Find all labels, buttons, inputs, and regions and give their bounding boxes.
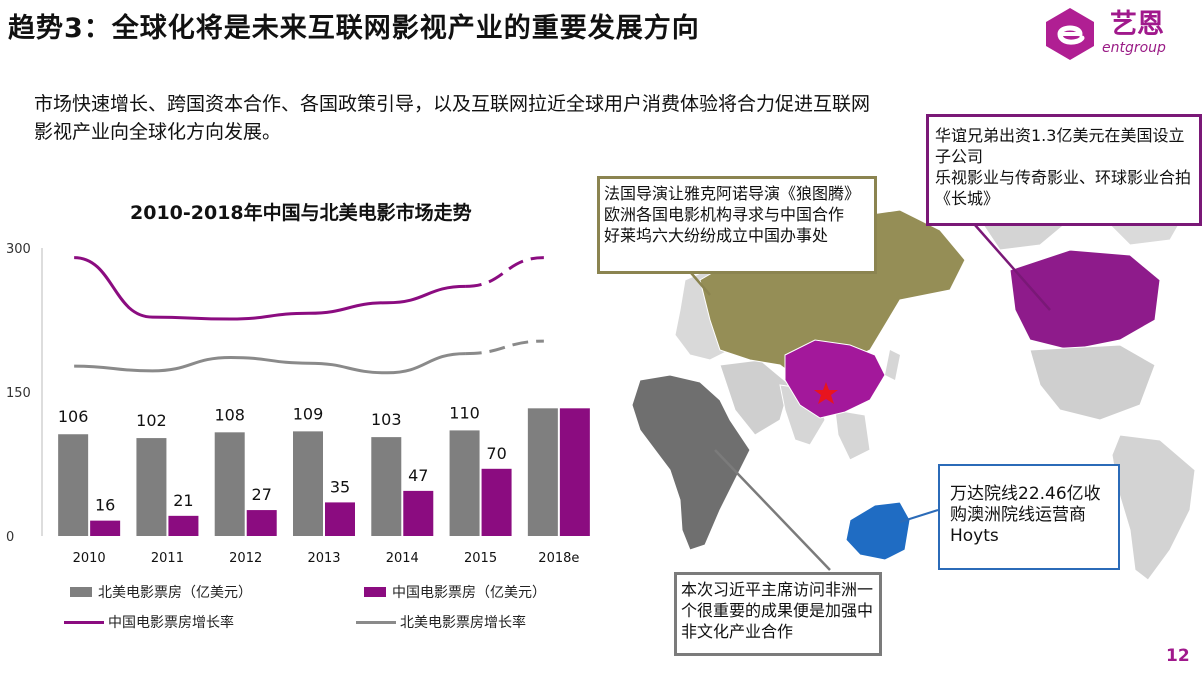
callout-connector-gray	[714, 449, 831, 571]
logo-subtitle: entgroup	[1102, 40, 1166, 56]
bar-north-america	[371, 437, 402, 536]
data-label: 27	[252, 485, 272, 504]
data-label: 108	[214, 405, 245, 424]
callout-connector-blue	[899, 509, 939, 523]
x-tick-label: 2014	[386, 551, 419, 566]
star-icon	[814, 382, 838, 404]
legend-swatch	[364, 587, 386, 597]
north-america-growth-line	[74, 352, 466, 375]
callout-line: 欧洲各国电影机构寻求与中国合作	[604, 205, 845, 224]
legend-china-box-office: 中国电影票房（亿美元）	[364, 582, 546, 602]
callout-line: 乐视影业与传奇影业、环球影业合拍《长城》	[935, 168, 1192, 208]
x-tick-label: 2010	[73, 551, 106, 566]
callout-africa: 本次习近平主席访问非洲一个很重要的成果便是加强中非文化产业合作	[674, 572, 882, 656]
y-tick-label: 150	[6, 386, 31, 401]
page-number: 12	[1166, 646, 1190, 666]
bar-north-america	[293, 431, 323, 536]
data-label: 106	[58, 407, 89, 426]
bar-north-america	[58, 434, 89, 536]
south-america-region	[1111, 434, 1196, 581]
data-label: 35	[330, 477, 350, 496]
bar-north-america	[449, 430, 480, 536]
north-america-growth-line-forecast	[465, 339, 544, 356]
legend-north-america-box-office: 北美电影票房（亿美元）	[70, 582, 252, 602]
bar-china	[90, 520, 121, 536]
china-region	[784, 339, 886, 419]
australia-region	[845, 501, 911, 561]
southeast-asia-region	[834, 409, 871, 461]
callout-connector-purple	[974, 224, 1051, 311]
callout-line: 万达院线22.46亿收购澳洲院线运营商Hoyts	[950, 484, 1101, 546]
intro-text: 市场快速增长、跨国资本合作、各国政策引导，以及互联网拉近全球用户消费体验将合力促…	[34, 93, 871, 143]
callout-line: 好莱坞六大纷纷成立中国办事处	[604, 226, 829, 245]
logo: 艺恩 entgroup	[1040, 4, 1200, 60]
japan-region	[885, 350, 900, 380]
bar-china	[559, 408, 590, 536]
legend-label: 中国电影票房增长率	[108, 615, 234, 631]
legend-north-america-growth: 北美电影票房增长率	[356, 612, 526, 632]
market-trend-chart: 300 150 0 106 102 108 109 103 110 16 21 27 35 47 70 201…	[6, 242, 590, 566]
bar-china	[481, 468, 512, 536]
y-tick-label: 0	[6, 530, 14, 545]
y-tick-label: 300	[6, 242, 31, 257]
x-tick-label: 2015	[464, 551, 497, 566]
china-growth-line	[74, 256, 466, 321]
callout-line: 法国导演让雅克阿诺导演《狼图腾》	[604, 184, 861, 203]
callout-north-america: 华谊兄弟出资1.3亿美元在美国设立子公司 乐视影业与传奇影业、环球影业合拍《长城…	[926, 114, 1202, 226]
canada-region	[1009, 249, 1161, 351]
legend-label: 北美电影票房增长率	[400, 615, 526, 631]
x-tick-label: 2018e	[538, 551, 579, 566]
data-label: 21	[173, 491, 193, 510]
callout-line: 本次习近平主席访问非洲一个很重要的成果便是加强中非文化产业合作	[681, 580, 874, 641]
usa-region	[1029, 344, 1156, 421]
china-growth-line-forecast	[465, 256, 544, 288]
callout-line: 华谊兄弟出资1.3亿美元在美国设立子公司	[935, 126, 1185, 166]
legend-label: 中国电影票房（亿美元）	[392, 585, 546, 601]
logo-name: 艺恩	[1110, 9, 1164, 40]
bar-china	[246, 510, 277, 536]
data-label: 103	[371, 410, 402, 429]
page-title: 趋势3：全球化将是未来互联网影视产业的重要发展方向	[8, 13, 700, 44]
africa-region	[631, 374, 751, 551]
data-label: 102	[136, 411, 167, 430]
legend-swatch	[64, 620, 104, 624]
data-label: 47	[408, 466, 428, 485]
data-label: 110	[449, 403, 480, 422]
logo-icon	[1046, 8, 1094, 60]
legend-label: 北美电影票房（亿美元）	[98, 585, 252, 601]
data-label: 109	[293, 404, 324, 423]
bar-north-america	[136, 438, 167, 536]
bar-china	[168, 515, 199, 536]
legend-swatch	[70, 587, 92, 597]
x-tick-label: 2011	[151, 551, 184, 566]
bar-china	[403, 490, 434, 536]
callout-australia: 万达院线22.46亿收购澳洲院线运营商Hoyts	[938, 464, 1120, 570]
legend-swatch	[356, 620, 396, 624]
x-tick-label: 2012	[229, 551, 262, 566]
bar-north-america	[214, 432, 245, 536]
bar-north-america	[527, 408, 558, 536]
legend-china-growth: 中国电影票房增长率	[64, 612, 234, 632]
data-label: 70	[486, 444, 506, 463]
callout-europe: 法国导演让雅克阿诺导演《狼图腾》 欧洲各国电影机构寻求与中国合作 好莱坞六大纷纷…	[597, 176, 877, 274]
data-label: 16	[95, 496, 115, 515]
bar-china	[325, 502, 355, 536]
chart-title: 2010-2018年中国与北美电影市场走势	[130, 202, 472, 224]
x-tick-label: 2013	[307, 551, 340, 566]
